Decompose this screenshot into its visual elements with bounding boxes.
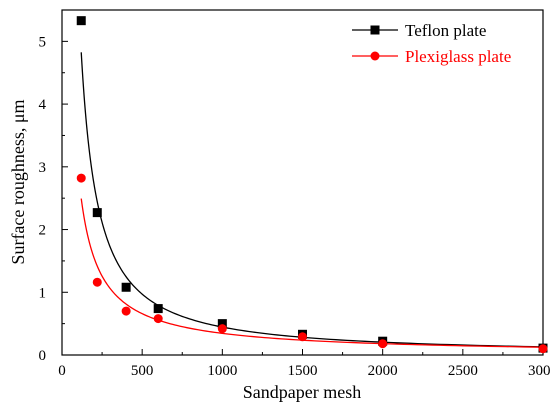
data-point-square [76, 16, 86, 26]
legend-label: Plexiglass plate [405, 47, 511, 66]
x-tick-label: 1500 [288, 363, 318, 379]
x-tick-label: 2000 [368, 363, 398, 379]
y-tick-label: 0 [39, 348, 47, 364]
y-axis-title: Surface roughness, μm [8, 99, 28, 264]
data-point-circle [378, 339, 388, 349]
data-markers [76, 16, 548, 354]
x-tick-label: 500 [131, 363, 154, 379]
data-point-circle [538, 344, 548, 354]
fit-curves [80, 52, 544, 348]
y-axis: 0 1 2 3 4 5 [39, 34, 68, 364]
legend-marker-square [370, 25, 380, 35]
data-point-circle [153, 314, 163, 324]
data-point-square [121, 282, 131, 292]
data-point-circle [217, 324, 227, 334]
legend: Teflon plate Plexiglass plate [352, 21, 511, 66]
y-tick-label: 5 [39, 34, 47, 50]
y-tick-label: 1 [39, 285, 47, 301]
x-tick-label: 1000 [207, 363, 237, 379]
data-point-circle [92, 277, 102, 287]
legend-label: Teflon plate [405, 21, 486, 40]
fit-curve-1 [80, 52, 544, 348]
y-tick-label: 2 [39, 223, 47, 239]
data-point-circle [298, 332, 307, 342]
fit-curve-2 [80, 198, 544, 348]
data-point-circle [121, 306, 131, 316]
y-tick-label: 3 [39, 160, 47, 176]
x-axis-title: Sandpaper mesh [243, 382, 361, 402]
x-tick-label: 0 [58, 363, 66, 379]
data-point-square [153, 304, 163, 314]
data-point-square [217, 319, 227, 329]
x-tick-label: 2500 [448, 363, 478, 379]
data-point-square [92, 208, 102, 218]
data-point-circle [76, 173, 86, 183]
legend-marker-circle [370, 51, 380, 61]
y-tick-label: 4 [39, 97, 47, 113]
